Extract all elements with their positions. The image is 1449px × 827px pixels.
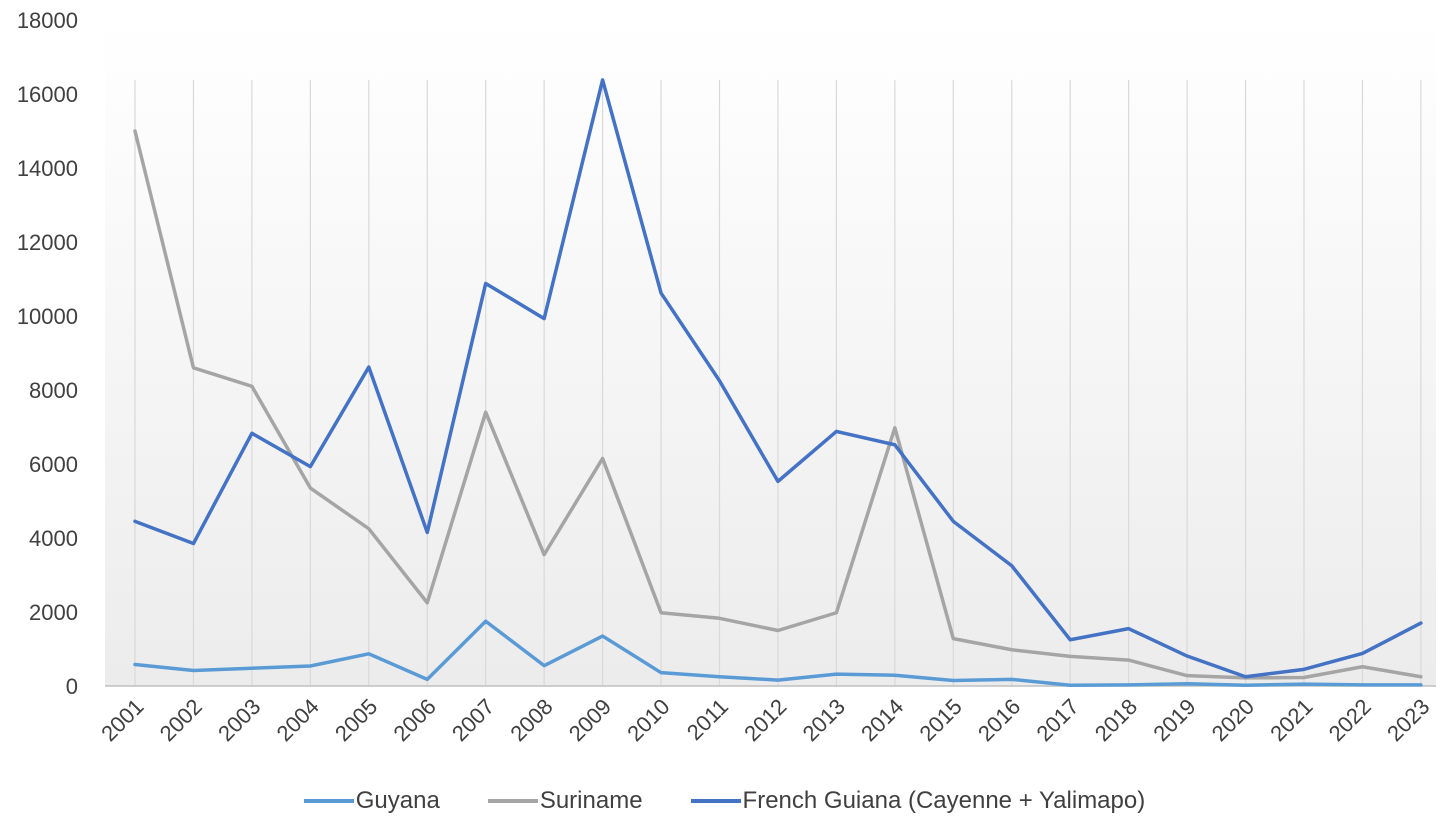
- series-line-guyana: [133, 619, 1423, 688]
- x-tick-label: 2008: [505, 694, 557, 746]
- x-tick-label: 2016: [973, 694, 1025, 746]
- x-tick-label: 2010: [622, 694, 674, 746]
- y-tick-label: 6000: [29, 452, 78, 477]
- x-tick-label: 2011: [682, 694, 733, 745]
- x-tick-label: 2015: [915, 694, 967, 746]
- legend-label-french-guiana: French Guiana (Cayenne + Yalimapo): [742, 787, 1146, 814]
- series-line-french-guiana-cayenne-yalimapo: [133, 78, 1423, 679]
- y-tick-label: 0: [66, 674, 78, 699]
- legend-swatch-guyana: [303, 799, 354, 803]
- x-tick-label: 2003: [213, 694, 265, 746]
- x-tick-label: 2020: [1207, 694, 1259, 746]
- y-axis-ticks: 0 2000 4000 6000 8000 10000 12000 14000 16000 180…: [17, 8, 78, 699]
- legend-label-guyana: Guyana: [355, 787, 440, 814]
- x-tick-label: 2001: [96, 694, 148, 746]
- x-tick-label: 2018: [1090, 694, 1142, 746]
- legend-label-suriname: Suriname: [539, 787, 643, 814]
- series-lines: [133, 78, 1423, 688]
- y-tick-label: 18000: [17, 8, 78, 33]
- y-tick-label: 8000: [29, 378, 78, 403]
- x-tick-label: 2022: [1324, 694, 1376, 746]
- plot-area-background: [105, 20, 1436, 686]
- x-tick-label: 2004: [272, 694, 324, 746]
- y-tick-label: 12000: [17, 230, 78, 255]
- x-tick-label: 2014: [856, 694, 908, 746]
- x-tick-label: 2006: [388, 694, 440, 746]
- legend-item-guyana: Guyana: [303, 787, 440, 815]
- x-tick-label: 2017: [1031, 694, 1083, 746]
- series-line-suriname: [133, 129, 1423, 680]
- x-tick-label: 2023: [1382, 694, 1434, 746]
- x-tick-label: 2012: [739, 694, 791, 746]
- x-tick-label: 2019: [1148, 694, 1200, 746]
- legend: Guyana Suriname French Guiana (Cayenne +…: [0, 781, 1449, 821]
- x-tick-label: 2021: [1265, 694, 1317, 746]
- legend-item-french-guiana: French Guiana (Cayenne + Yalimapo): [690, 787, 1146, 815]
- y-tick-label: 2000: [29, 600, 78, 625]
- legend-swatch-suriname: [487, 799, 538, 803]
- x-axis-ticks: 2001 2002 2003 2004 2005 2006 2007 2008 2009 2010…: [96, 694, 1434, 746]
- legend-swatch-french-guiana: [690, 799, 741, 803]
- x-tick-label: 2007: [447, 694, 499, 746]
- y-tick-label: 16000: [17, 82, 78, 107]
- grid-lines: [134, 80, 1422, 686]
- x-tick-label: 2005: [330, 694, 382, 746]
- y-tick-label: 10000: [17, 304, 78, 329]
- x-tick-label: 2009: [564, 694, 616, 746]
- x-tick-label: 2002: [155, 694, 207, 746]
- y-tick-label: 14000: [17, 156, 78, 181]
- y-tick-label: 4000: [29, 526, 78, 551]
- x-tick-label: 2013: [798, 694, 850, 746]
- legend-item-suriname: Suriname: [487, 787, 643, 815]
